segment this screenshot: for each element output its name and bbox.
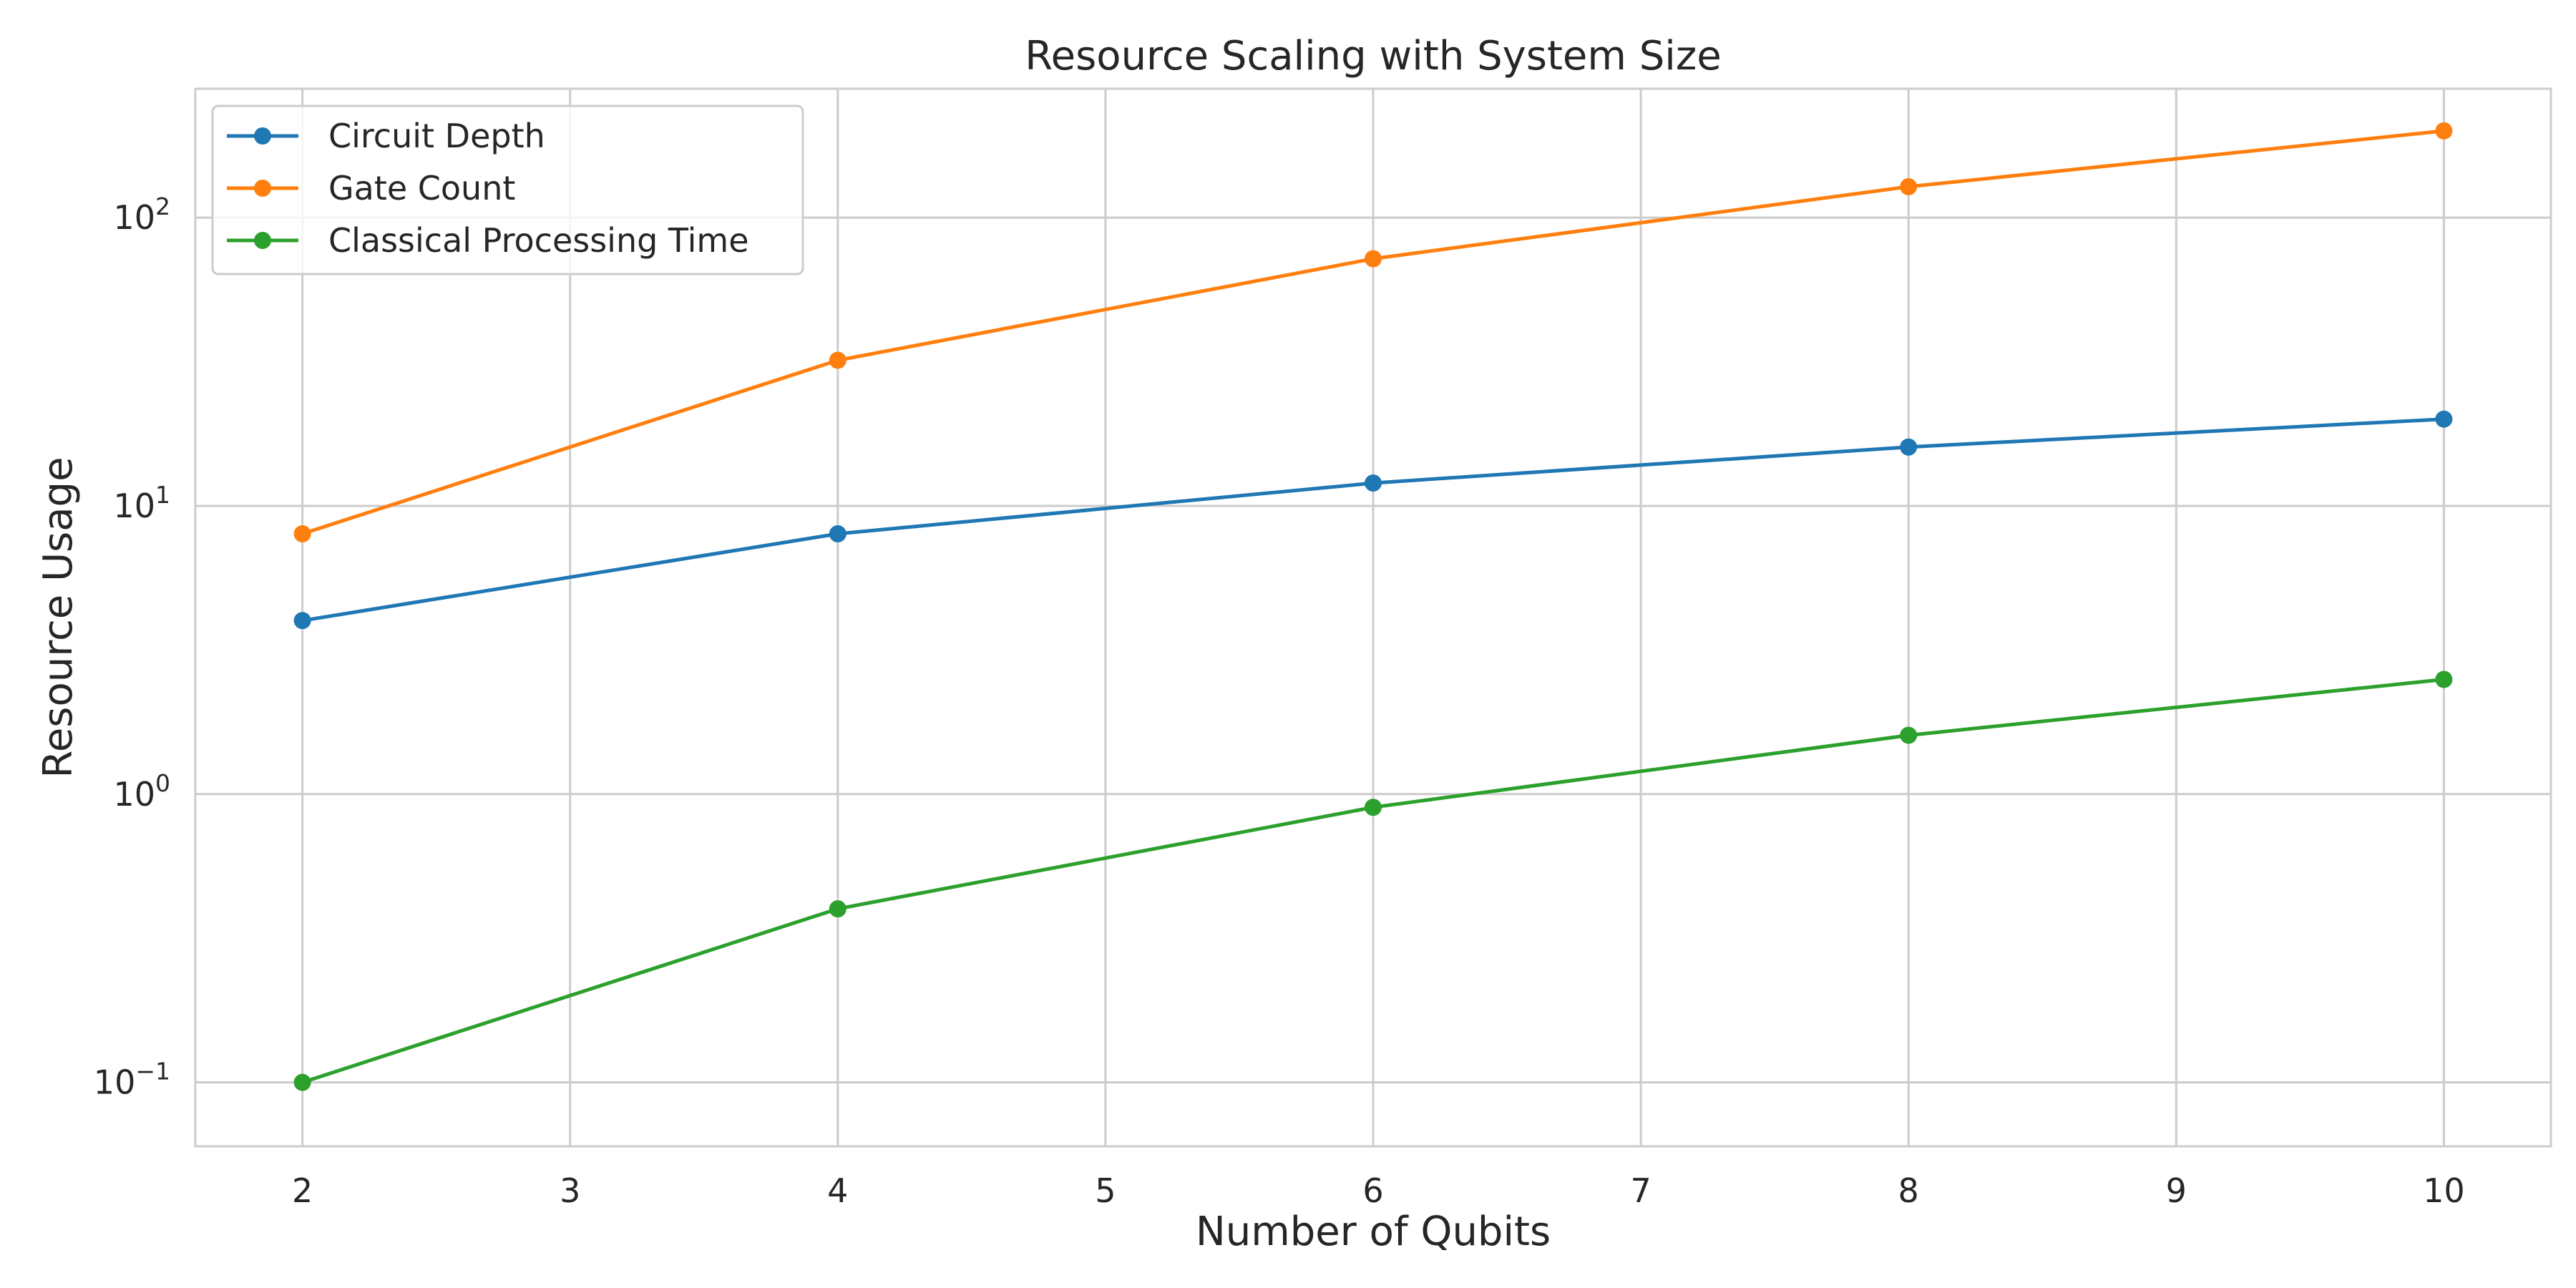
grid [195,89,2551,1146]
legend-label: Circuit Depth [328,117,545,155]
legend-item: Circuit Depth [227,117,545,155]
x-tick-label: 5 [1095,1171,1116,1210]
x-tick-label: 8 [1898,1171,1919,1210]
legend-marker [254,232,271,249]
data-point [293,1073,311,1091]
legend: Circuit Depth Gate Count Classical Process… [211,104,804,275]
data-point [1365,799,1382,816]
x-axis-ticks: 2 3 4 5 6 7 8 9 10 [292,1171,2465,1210]
data-point [2435,122,2453,140]
x-axis-title: Number of Qubits [1196,1209,1551,1255]
data-point [829,525,847,543]
data-point [293,525,311,543]
data-point [829,351,847,369]
data-point [1365,250,1382,268]
legend-label: Classical Processing Time [328,221,749,260]
legend-item: Gate Count [227,169,515,208]
legend-item: Classical Processing Time [227,221,749,260]
data-point [1900,438,1918,456]
y-axis-title: Resource Usage [35,457,82,778]
data-point [1365,474,1382,492]
x-tick-label: 9 [2166,1171,2187,1210]
series-classical-processing-time [293,670,2453,1091]
x-tick-label: 2 [292,1171,313,1210]
data-point [1900,726,1918,744]
x-tick-label: 7 [1630,1171,1651,1210]
y-tick-label: 10−1 [94,1058,170,1102]
legend-marker [254,127,271,145]
y-tick-label: 100 [113,769,170,814]
x-tick-label: 6 [1362,1171,1383,1210]
chart-title: Resource Scaling with System Size [1025,33,1721,79]
data-point [2435,410,2453,428]
legend-box [211,104,804,275]
y-axis-ticks: 10−1 100 101 102 [94,192,170,1102]
x-tick-label: 10 [2423,1171,2465,1210]
y-tick-label: 102 [113,192,170,237]
x-tick-label: 3 [560,1171,580,1210]
legend-label: Gate Count [328,169,515,208]
series-gate-count [293,122,2453,543]
data-point [1900,177,1918,195]
plot-frame [194,87,2552,1148]
series-circuit-depth [293,410,2453,630]
data-point [293,612,311,630]
data-point [829,900,847,918]
x-tick-label: 4 [827,1171,848,1210]
y-tick-label: 101 [113,481,170,525]
legend-marker [254,180,271,197]
data-point [2435,670,2453,688]
series-layer [293,122,2453,1091]
